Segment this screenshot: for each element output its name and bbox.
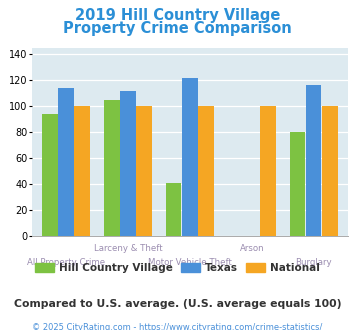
Bar — [42, 114, 58, 236]
Bar — [290, 132, 305, 236]
Text: Motor Vehicle Theft: Motor Vehicle Theft — [148, 258, 232, 267]
Bar — [260, 106, 275, 236]
Bar — [322, 106, 338, 236]
Text: Compared to U.S. average. (U.S. average equals 100): Compared to U.S. average. (U.S. average … — [14, 299, 341, 309]
Bar — [166, 183, 181, 236]
Bar — [182, 78, 198, 236]
Text: © 2025 CityRating.com - https://www.cityrating.com/crime-statistics/: © 2025 CityRating.com - https://www.city… — [32, 323, 323, 330]
Bar — [306, 85, 322, 236]
Text: Larceny & Theft: Larceny & Theft — [94, 244, 162, 253]
Bar — [120, 91, 136, 236]
Text: 2019 Hill Country Village: 2019 Hill Country Village — [75, 8, 280, 23]
Text: All Property Crime: All Property Crime — [27, 258, 105, 267]
Text: Property Crime Comparison: Property Crime Comparison — [63, 21, 292, 36]
Legend: Hill Country Village, Texas, National: Hill Country Village, Texas, National — [31, 259, 324, 277]
Bar — [58, 88, 74, 236]
Text: Burglary: Burglary — [295, 258, 332, 267]
Bar — [136, 106, 152, 236]
Bar — [104, 100, 120, 236]
Bar — [75, 106, 90, 236]
Text: Arson: Arson — [240, 244, 264, 253]
Bar — [198, 106, 214, 236]
